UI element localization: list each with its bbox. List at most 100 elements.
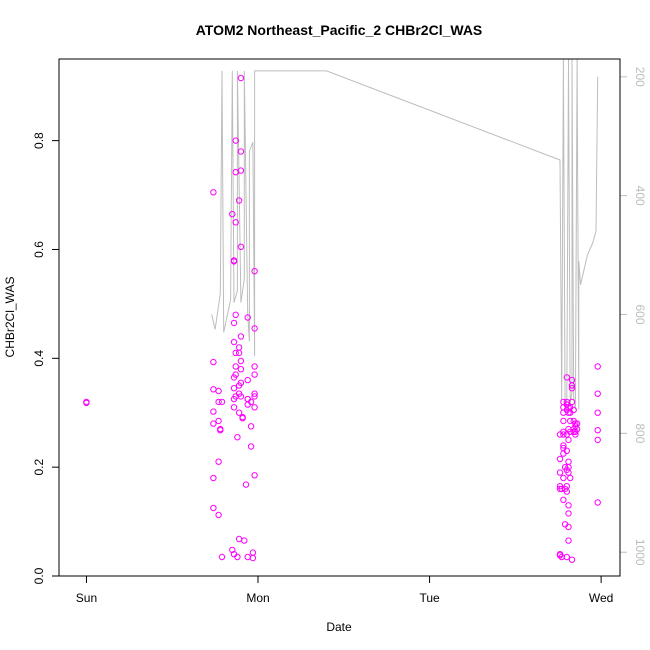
data-point (218, 553, 226, 561)
data-point (210, 358, 217, 366)
data-point (567, 417, 574, 425)
data-point (568, 385, 576, 392)
data-point (594, 427, 601, 434)
y2-tick-label: 400 (633, 186, 647, 206)
data-point (237, 379, 245, 386)
data-point (215, 417, 222, 425)
data-point (560, 442, 567, 449)
data-point (563, 553, 570, 561)
axes: Sun Mon Tue Wed 0.0 0.2 0.4 0.6 0.8 200 400 600 800 1… (32, 67, 647, 605)
data-point (237, 357, 245, 365)
data-point (556, 552, 564, 559)
x-axis-label: Date (326, 620, 352, 634)
data-point (565, 458, 572, 465)
data-point (230, 319, 238, 327)
data-point (251, 371, 258, 378)
y-axis-label: CHBr2Cl_WAS (3, 277, 17, 358)
data-point (210, 408, 217, 415)
data-point (560, 474, 567, 482)
data-point (237, 148, 245, 155)
data-point (235, 344, 243, 351)
y2-tick-label: 600 (633, 305, 647, 325)
data-point (230, 404, 238, 411)
data-point (230, 257, 238, 264)
data-point (556, 455, 564, 463)
plot-frame (58, 58, 621, 577)
data-point (215, 387, 222, 395)
data-point (229, 210, 236, 218)
data-point (565, 510, 572, 517)
y-tick-label: 0.6 (32, 241, 46, 258)
data-point (594, 390, 601, 397)
data-point (234, 434, 241, 441)
point-series (83, 74, 601, 563)
data-point (573, 425, 581, 433)
data-point (251, 404, 258, 411)
data-point (251, 472, 258, 479)
data-point (237, 74, 245, 82)
data-point (210, 189, 217, 196)
data-point (560, 496, 567, 503)
y2-tick-label: 1000 (633, 539, 647, 566)
data-point (565, 502, 572, 509)
data-point (247, 423, 255, 430)
data-point (594, 409, 601, 416)
y-tick-label: 0.8 (32, 132, 46, 149)
series-line (211, 58, 599, 410)
x-tick-label: Tue (419, 591, 440, 605)
data-point (247, 443, 255, 450)
data-point (244, 553, 251, 561)
data-point (249, 549, 257, 556)
y-tick-label: 0.2 (32, 458, 46, 475)
data-point (235, 197, 243, 204)
data-point (558, 485, 565, 493)
data-point (567, 474, 574, 482)
data-point (244, 376, 251, 384)
data-point (234, 553, 241, 561)
data-point (594, 499, 601, 506)
x-tick-label: Wed (589, 591, 613, 605)
data-point (594, 436, 601, 444)
data-point (218, 398, 226, 406)
data-point (237, 167, 245, 174)
data-point (249, 554, 257, 562)
data-point (232, 137, 239, 144)
data-point (230, 385, 238, 392)
data-point (230, 338, 238, 346)
data-point (594, 363, 601, 370)
data-point (210, 474, 217, 482)
data-point (215, 398, 222, 406)
data-point (563, 374, 570, 381)
data-point (232, 363, 239, 370)
data-point (237, 243, 245, 251)
data-point (241, 537, 248, 544)
data-point (239, 415, 246, 422)
data-point (556, 469, 564, 476)
data-point (563, 488, 570, 495)
data-point (210, 504, 217, 512)
data-point (568, 398, 576, 406)
data-point (570, 406, 577, 414)
data-point (251, 393, 258, 400)
y-tick-label: 0.4 (32, 350, 46, 367)
data-point (251, 363, 258, 370)
data-point (83, 399, 90, 407)
data-point (235, 409, 243, 416)
data-point (235, 349, 243, 357)
y2-tick-label: 200 (633, 67, 647, 87)
y2-tick-label: 800 (633, 423, 647, 443)
x-tick-label: Mon (246, 591, 269, 605)
data-point (251, 390, 258, 397)
data-point (232, 349, 239, 357)
right-axis-line-series (211, 58, 599, 410)
data-point (247, 398, 255, 406)
data-point (251, 268, 258, 275)
data-point (251, 325, 258, 332)
x-tick-label: Sun (76, 591, 97, 605)
data-point (568, 382, 576, 389)
data-point (568, 556, 576, 563)
data-point (565, 523, 572, 531)
data-point (237, 366, 245, 373)
data-point (232, 219, 239, 226)
chart-title: ATOM2 Northeast_Pacific_2 CHBr2Cl_WAS (196, 22, 483, 38)
